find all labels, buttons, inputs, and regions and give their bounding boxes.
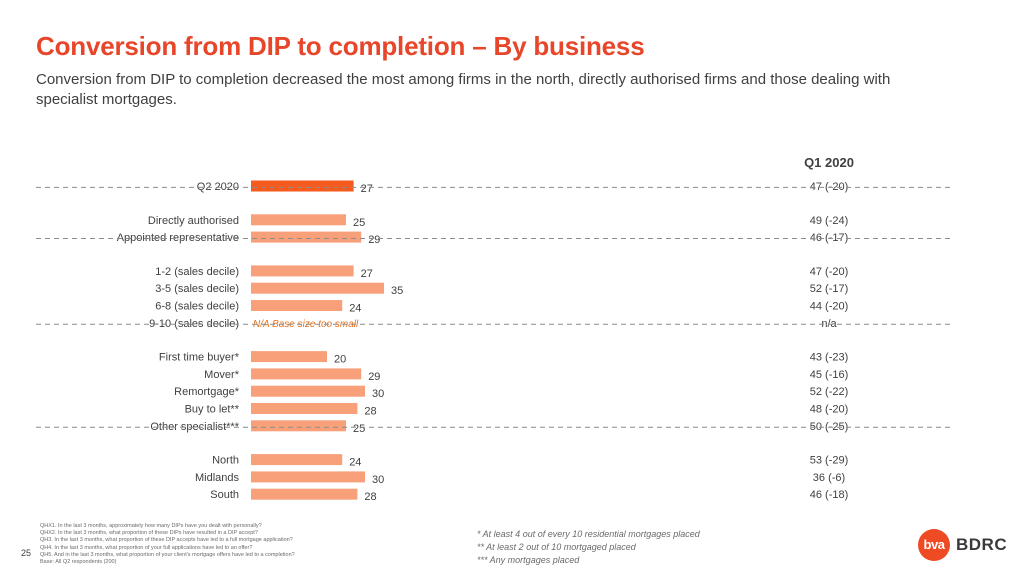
bar-value-label: 28 (364, 491, 376, 503)
footnote-base: Base: All Q2 respondents (200) (40, 559, 117, 566)
row-label: Buy to let** (185, 404, 240, 416)
q1-value-label: 43 (-23) (810, 352, 849, 364)
q1-value-label: 52 (-22) (810, 386, 849, 398)
q1-value-label: 53 (-29) (810, 455, 849, 467)
bar-value-label: 30 (372, 474, 384, 486)
bar (251, 420, 346, 432)
row-label: Mover* (204, 369, 240, 381)
row-label: Remortgage* (174, 386, 240, 398)
q1-value-label: 45 (-16) (810, 369, 849, 381)
bva-logo-mark: bva (918, 529, 950, 561)
page-subtitle: Conversion from DIP to completion decrea… (36, 71, 891, 108)
bar-value-label: 24 (349, 303, 361, 315)
q1-value-label: 49 (-24) (810, 215, 849, 227)
bar (251, 471, 365, 483)
row-label: South (210, 489, 239, 501)
footnote-question: QHX2. In the last 3 months, what proport… (40, 530, 258, 537)
bar-value-label: 28 (364, 406, 376, 418)
q1-2020-column-header: Q1 2020 (804, 155, 854, 170)
footnote-question: QH4. In the last 3 months, what proporti… (40, 544, 253, 551)
q1-value-label: 44 (-20) (810, 301, 849, 313)
bar (251, 368, 362, 380)
footnote-question: QH5. And in the last 3 months, what prop… (40, 551, 295, 558)
q1-value-label: 48 (-20) (810, 404, 849, 416)
footnote-definition: * At least 4 out of every 10 residential… (477, 529, 700, 539)
bar-value-label: 25 (353, 217, 365, 229)
bar (251, 454, 343, 466)
bva-bdrc-logo: bva BDRC (918, 529, 1018, 563)
bar-value-label: 27 (361, 183, 373, 195)
bar (251, 488, 358, 500)
bar (251, 300, 343, 311)
bar (251, 231, 362, 243)
row-label: Directly authorised (148, 215, 239, 227)
row-label: Midlands (195, 472, 240, 484)
row-label: Other specialist*** (150, 421, 239, 433)
bar-value-label: 24 (349, 457, 361, 469)
bar-value-label: 20 (334, 354, 346, 366)
bar (251, 214, 346, 226)
row-label: North (212, 455, 239, 467)
bar (251, 282, 384, 294)
page-number: 25 (21, 548, 32, 558)
question-footnotes: QHX1. In the last 3 months, approximatel… (40, 523, 460, 566)
bar-value-label: 29 (368, 234, 380, 246)
bdrc-logo-text: BDRC (956, 535, 1008, 554)
q1-value-label: 52 (-17) (810, 283, 849, 295)
bar-value-label: 35 (391, 285, 403, 297)
bar-value-label: 30 (372, 388, 384, 400)
definition-footnotes: * At least 4 out of every 10 residential… (477, 528, 797, 567)
bar (251, 403, 358, 414)
q1-value-label: 36 (-6) (813, 472, 845, 484)
page-title: Conversion from DIP to completion – By b… (36, 31, 645, 61)
footnote-question: QH3. In the last 3 months, what proporti… (40, 537, 293, 544)
row-label: 9-10 (sales decile) (149, 318, 239, 330)
bar-value-label: 29 (368, 371, 380, 383)
row-label: 1-2 (sales decile) (155, 266, 239, 278)
bar-value-label: 27 (361, 268, 373, 280)
bar (251, 351, 327, 363)
q1-value-label: 46 (-18) (810, 489, 849, 501)
bar (251, 265, 354, 277)
footnote-definition: ** At least 2 out of 10 mortgaged placed (477, 542, 636, 552)
row-label: First time buyer* (159, 352, 240, 364)
row-label: Appointed representative (117, 232, 239, 244)
row-label: 6-8 (sales decile) (155, 301, 239, 313)
bar (251, 385, 365, 397)
bar-value-label: 25 (353, 423, 365, 435)
q1-value-label: 47 (-20) (810, 266, 849, 278)
bar (251, 180, 354, 192)
row-label: 3-5 (sales decile) (155, 283, 239, 295)
footnote-definition: *** Any mortgages placed (477, 555, 580, 565)
footnote-question: QHX1. In the last 3 months, approximatel… (40, 523, 262, 529)
